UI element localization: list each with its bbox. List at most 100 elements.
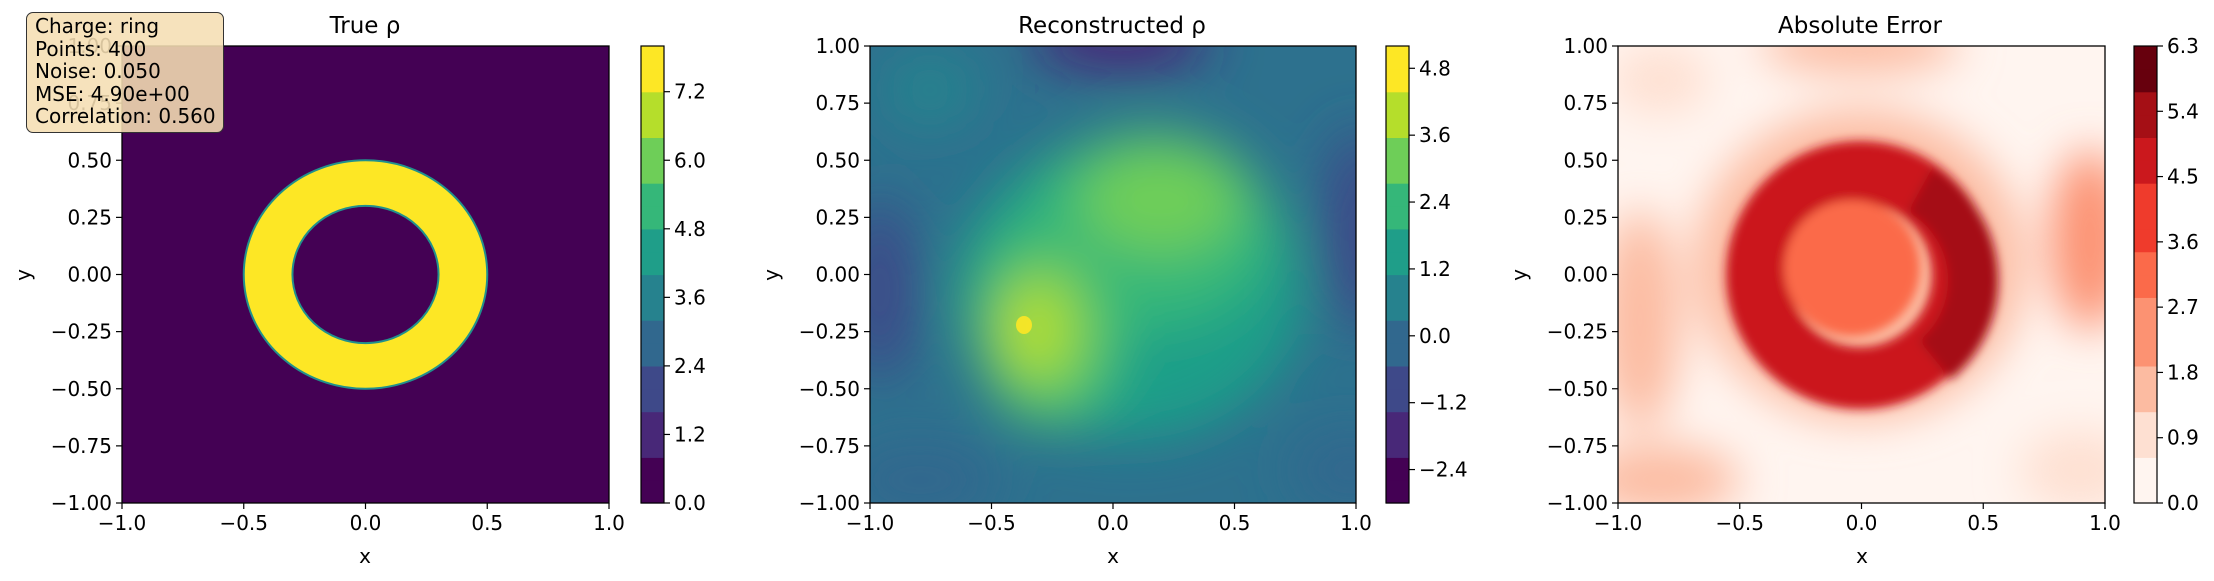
colorbar-band <box>1386 137 1409 161</box>
y-tick-label: 0.25 <box>815 205 860 229</box>
colorbar-band <box>1386 205 1409 230</box>
colorbar-band <box>2134 388 2157 413</box>
x-ticks-reconstructed-rho: −1.0 −0.5 0.0 0.5 1.0 <box>846 503 1372 535</box>
colorbar-tick-label: 3.6 <box>674 285 706 309</box>
colorbar-tick-label: 4.8 <box>674 217 706 241</box>
title-true-rho: True ρ <box>329 13 401 39</box>
colorbar-band <box>2134 228 2157 253</box>
colorbar-tick-label: −1.2 <box>1419 391 1468 415</box>
colorbar-band <box>641 365 664 390</box>
ring-layer-true-rho <box>242 159 489 390</box>
y-tick-label: −1.00 <box>51 491 112 515</box>
colorbar-band <box>2134 251 2157 276</box>
title-reconstructed-rho: Reconstructed ρ <box>1018 13 1206 39</box>
colorbar-band <box>1386 251 1409 276</box>
colorbar-band <box>1386 457 1409 481</box>
colorbar-band <box>641 68 664 93</box>
x-tick-label: −0.5 <box>967 511 1016 535</box>
colorbar-tick-label: 5.4 <box>2167 99 2199 123</box>
colorbar-band <box>2134 320 2157 344</box>
colorbar-band <box>2134 434 2157 458</box>
colorbar-tick-label: 4.5 <box>2167 165 2199 189</box>
x-tick-label: 1.0 <box>593 511 625 535</box>
colorbar-band <box>1386 46 1409 70</box>
colorbar-band <box>1386 183 1409 207</box>
colorbar-band <box>2134 91 2157 116</box>
x-tick-label: 0.0 <box>350 511 382 535</box>
colorbar-band <box>641 274 664 298</box>
x-tick-label: −0.5 <box>1715 511 1764 535</box>
colorbar-band <box>641 114 664 138</box>
colorbar-tick-label: 2.4 <box>1419 190 1451 214</box>
colorbar-tick-label: 3.6 <box>1419 123 1451 147</box>
colorbar-tick-label: 3.6 <box>2167 230 2199 254</box>
info-points: Points: 400 <box>35 36 147 61</box>
x-tick-label: 0.5 <box>1219 511 1251 535</box>
info-charge: Charge: ring <box>35 14 160 38</box>
heatmap-field-reconstructed-rho <box>870 46 1356 503</box>
colorbar-tick-label: 0.0 <box>1419 324 1451 348</box>
colorbar-band <box>2134 297 2157 321</box>
panel-reconstructed-rho: Reconstructed ρ <box>759 13 1468 568</box>
colorbar-band <box>1386 365 1409 390</box>
y-tick-label: 0.25 <box>67 205 112 229</box>
y-tick-label: 0.00 <box>67 263 112 287</box>
x-tick-label: 1.0 <box>2089 511 2121 535</box>
colorbar-tick-label: 7.2 <box>674 80 706 104</box>
colorbar-band <box>641 480 664 504</box>
colorbar-band <box>641 205 664 230</box>
x-tick-label: −0.5 <box>219 511 268 535</box>
y-tick-label: −0.50 <box>51 377 112 401</box>
y-tick-label: 0.00 <box>815 263 860 287</box>
colorbar-band <box>2134 411 2157 436</box>
colorbar-tick-label: 2.4 <box>674 354 706 378</box>
colorbar-band <box>641 434 664 458</box>
y-tick-label: −0.25 <box>51 320 112 344</box>
y-tick-label: 1.00 <box>1563 34 1608 58</box>
colorbar-tick-label: −2.4 <box>1419 458 1468 482</box>
y-ticks-reconstructed-rho: −1.00 −0.75 −0.50 −0.25 0.00 0.25 0.50 0.75 1.00 <box>799 34 870 515</box>
colorbar-absolute-error: 0.0 0.9 1.8 2.7 3.6 4.5 5.4 6.3 <box>2133 34 2199 515</box>
colorbar-band <box>1386 68 1409 93</box>
peak-marker-reconstructed-rho <box>1016 316 1032 334</box>
x-ticks-absolute-error: −1.0 −0.5 0.0 0.5 1.0 <box>1594 503 2121 535</box>
colorbar-band <box>1386 274 1409 298</box>
x-tick-label: −1.0 <box>98 511 147 535</box>
colorbar-band <box>641 137 664 161</box>
ylabel-reconstructed-rho: y <box>759 269 783 281</box>
colorbar-tick-label: 4.8 <box>1419 56 1451 80</box>
y-tick-label: −0.50 <box>1547 377 1608 401</box>
y-tick-label: 0.50 <box>1563 148 1608 172</box>
colorbar-band <box>2134 274 2157 298</box>
y-tick-label: 0.50 <box>815 148 860 172</box>
colorbar-frame <box>640 45 665 504</box>
ylabel-true-rho: y <box>11 269 35 281</box>
info-noise: Noise: 0.050 <box>35 59 161 84</box>
y-tick-label: 0.75 <box>815 91 860 115</box>
error-ring-absolute-error <box>1726 141 1999 409</box>
y-tick-label: −1.00 <box>1547 491 1608 515</box>
colorbar-band <box>641 183 664 207</box>
colorbar-band <box>641 46 664 70</box>
colorbar-band <box>641 91 664 116</box>
x-tick-label: 1.0 <box>1340 511 1372 535</box>
xlabel-true-rho: x <box>359 544 371 568</box>
y-ticks-absolute-error: −1.00 −0.75 −0.50 −0.25 0.00 0.25 0.50 0.75 1.00 <box>1547 34 1618 515</box>
colorbar-tick-label: 1.2 <box>1419 257 1451 281</box>
colorbar-band <box>641 228 664 253</box>
x-tick-label: −1.0 <box>1594 511 1643 535</box>
colorbar-band <box>2134 160 2157 184</box>
colorbar-band <box>641 251 664 276</box>
colorbar-tick-label: 0.0 <box>674 491 706 515</box>
colorbar-frame <box>2133 45 2158 504</box>
colorbar-band <box>2134 480 2157 504</box>
xlabel-reconstructed-rho: x <box>1107 544 1119 568</box>
colorbar-band <box>2134 68 2157 93</box>
plot-area-absolute-error <box>1617 45 2106 504</box>
colorbar-band <box>2134 205 2157 230</box>
colorbar-band <box>641 388 664 413</box>
colorbar-band <box>641 411 664 436</box>
xlabel-absolute-error: x <box>1856 544 1868 568</box>
y-tick-label: 0.50 <box>67 148 112 172</box>
